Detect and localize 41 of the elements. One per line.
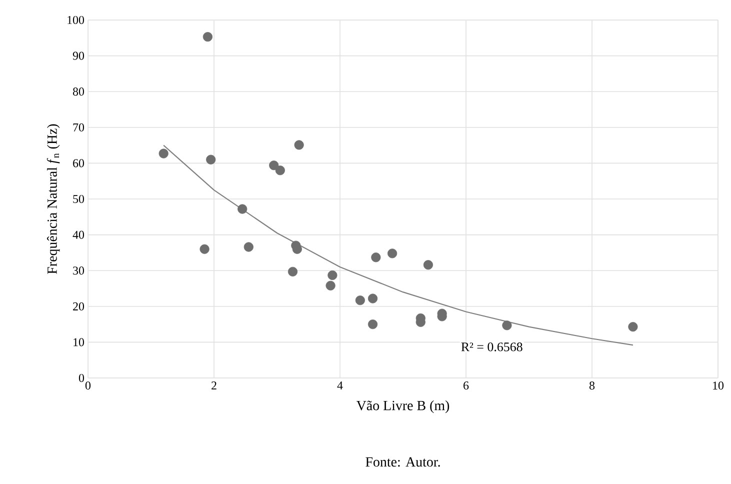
y-tick-label: 10: [74, 338, 84, 346]
y-tick-label: 40: [72, 230, 84, 239]
x-tick-label: 0: [85, 382, 91, 390]
y-tick-label: 30: [73, 266, 84, 275]
point: [275, 166, 285, 176]
y-tick-label: 50: [73, 194, 84, 204]
y-tick-label: 0: [78, 374, 84, 382]
x-axis-title: Vão Livre B (m): [356, 400, 450, 414]
point: [387, 248, 398, 258]
point: [202, 32, 212, 42]
point: [326, 280, 336, 290]
point: [368, 294, 378, 304]
x-tick-label: 6: [464, 382, 469, 390]
point: [294, 140, 304, 150]
y-tick-label: 70: [73, 123, 84, 132]
point: [200, 244, 210, 254]
point: [368, 320, 378, 330]
y-tick-label: 100: [68, 16, 84, 24]
y-tick-label: 90: [72, 52, 84, 60]
point: [158, 148, 168, 158]
annotation: R² = 0.6568: [461, 342, 522, 352]
point: [244, 242, 254, 252]
x-tick-label: 2: [212, 382, 216, 390]
point: [502, 320, 512, 330]
point: [371, 252, 381, 262]
point: [628, 322, 638, 332]
y-axis-title: Frequência Natural f$_{n}$ (Hz): [46, 124, 60, 274]
x-tick-label: 8: [589, 382, 595, 390]
point: [355, 296, 365, 306]
point: [288, 266, 298, 276]
point: [423, 260, 434, 270]
y-tick-label: 80: [72, 88, 84, 96]
x-tick-label: 10: [713, 382, 724, 390]
y-tick-label: 60: [73, 159, 84, 168]
source-note: Fonte: Autor.: [366, 457, 440, 467]
point: [206, 154, 216, 164]
point: [238, 204, 248, 214]
x-tick-label: 4: [337, 382, 343, 390]
point: [269, 160, 279, 170]
point: [328, 270, 338, 280]
y-tick-label: 20: [73, 302, 84, 310]
